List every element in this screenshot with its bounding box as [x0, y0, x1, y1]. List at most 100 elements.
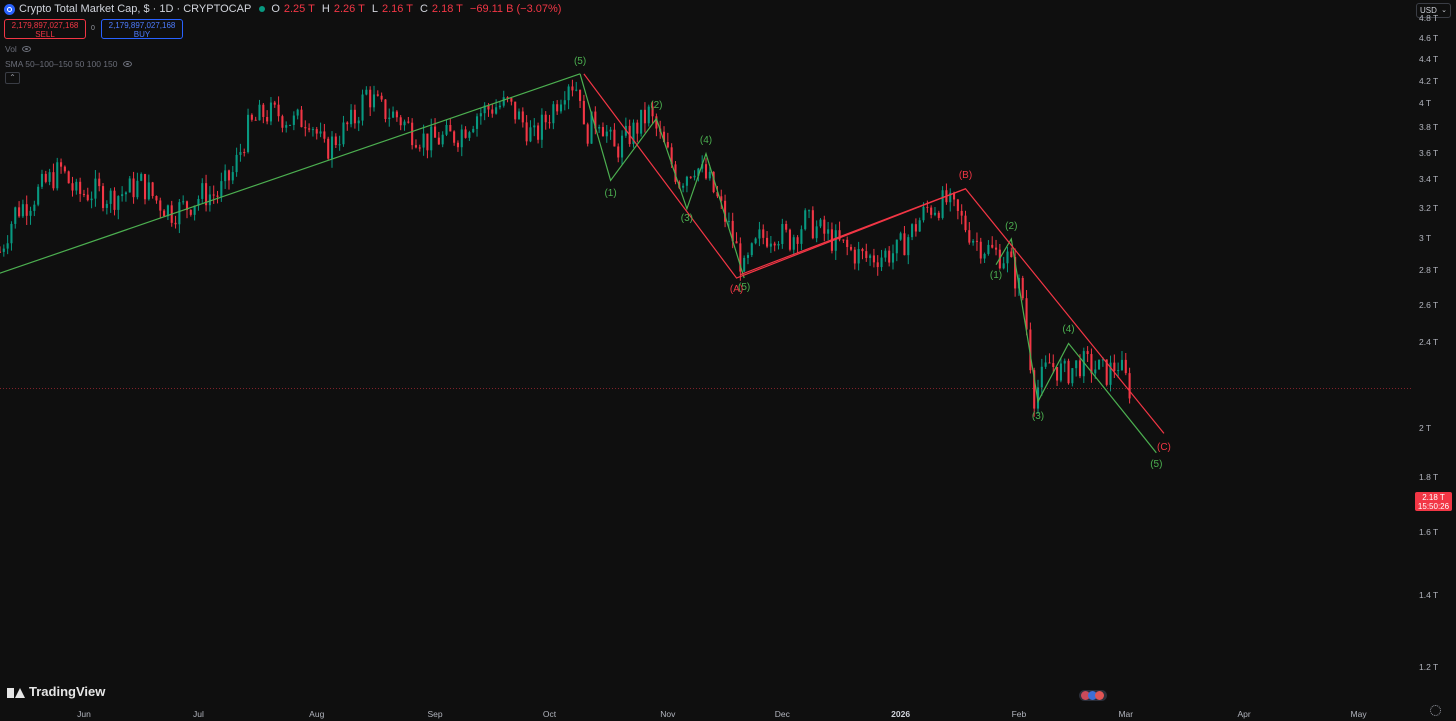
- candle-body: [552, 104, 555, 124]
- price-axis-label: 4.2 T: [1419, 75, 1439, 86]
- green-wave-label[interactable]: (1): [989, 270, 1003, 282]
- price-axis-label: 2.4 T: [1419, 337, 1439, 348]
- candle-body: [472, 128, 475, 133]
- candle-body: [113, 190, 116, 210]
- candle-body: [1063, 360, 1066, 364]
- candle-body: [785, 223, 788, 230]
- candle-body: [1082, 351, 1085, 377]
- candle-body: [662, 131, 666, 143]
- symbol-title[interactable]: Crypto Total Market Cap, $ · 1D · CRYPTO…: [19, 3, 252, 15]
- candle-body: [956, 199, 959, 211]
- candle-body: [342, 122, 345, 145]
- candle-body: [685, 176, 688, 186]
- candle-body: [907, 237, 910, 256]
- price-axis-label: 1.2 T: [1419, 661, 1439, 672]
- candle-body: [296, 109, 299, 116]
- red-wave-label[interactable]: (C): [1156, 441, 1171, 453]
- candle-body: [605, 131, 608, 137]
- green-wave-label[interactable]: (3): [680, 213, 694, 225]
- gear-icon[interactable]: [1430, 705, 1441, 716]
- candle-body: [163, 210, 166, 217]
- sell-button[interactable]: 2,179,897,027,168 SELL: [4, 19, 86, 39]
- candle-body: [86, 194, 89, 201]
- candle-body: [903, 233, 906, 256]
- green-wave-label[interactable]: (5): [738, 282, 751, 294]
- eye-icon[interactable]: [21, 46, 31, 52]
- candle-body: [743, 257, 746, 272]
- candle-body: [937, 212, 940, 218]
- ohlc-high-key: H: [321, 3, 330, 15]
- volume-indicator[interactable]: Vol: [5, 44, 31, 54]
- collapse-legend-button[interactable]: ⌃: [5, 72, 20, 84]
- red-wave-label[interactable]: (B): [958, 170, 973, 182]
- candle-body: [369, 89, 372, 108]
- candle-body: [411, 122, 414, 146]
- candle-body: [613, 129, 616, 147]
- candle-body: [571, 86, 574, 91]
- candle-body: [827, 229, 830, 234]
- eye-icon[interactable]: [122, 61, 132, 67]
- tradingview-logo-icon: [7, 686, 25, 698]
- candle-body: [159, 200, 162, 211]
- candle-body: [884, 250, 887, 258]
- buy-button[interactable]: 2,179,897,027,168 BUY: [101, 19, 183, 39]
- candle-body: [21, 204, 24, 217]
- candle-body: [258, 104, 261, 121]
- candle-body: [357, 120, 360, 124]
- brand-name: TradingView: [29, 684, 106, 699]
- candle-body: [372, 94, 376, 108]
- green-wave-label[interactable]: (2): [650, 99, 663, 111]
- price-axis-label: 2.8 T: [1419, 265, 1439, 276]
- red-wave-label[interactable]: (A): [729, 284, 744, 296]
- green-wave-label[interactable]: (5): [1150, 459, 1163, 471]
- candle-body: [533, 125, 536, 128]
- candle-body: [724, 200, 727, 222]
- candle-body: [598, 127, 601, 129]
- candle-body: [14, 207, 17, 224]
- candle-body: [720, 196, 723, 201]
- currency-select[interactable]: USD ⌄: [1416, 3, 1451, 18]
- candle-body: [189, 209, 192, 215]
- candle-body: [48, 172, 51, 182]
- green-wave-label[interactable]: (2): [1005, 220, 1018, 232]
- candle-body: [933, 212, 937, 215]
- candle-body: [388, 117, 391, 120]
- candle-body: [361, 94, 364, 121]
- candle-body: [205, 183, 208, 206]
- green-wave-label[interactable]: (4): [1062, 323, 1075, 335]
- ohlc-close-value: 2.18 T: [431, 3, 463, 15]
- candle-body: [75, 181, 78, 191]
- candle-body: [67, 171, 70, 184]
- candle-body: [735, 241, 738, 244]
- price-axis-label: 1.6 T: [1419, 527, 1439, 538]
- candle-body: [666, 142, 669, 148]
- candle-body: [56, 162, 59, 189]
- candle-body: [247, 114, 250, 153]
- candle-body: [510, 98, 513, 102]
- green-wave-label[interactable]: (3): [1031, 411, 1045, 423]
- candle-body: [426, 133, 429, 151]
- candle-body: [399, 117, 402, 126]
- candle-body: [201, 183, 204, 199]
- candle-body: [418, 147, 421, 149]
- symbol-legend[interactable]: Crypto Total Market Cap, $ · 1D · CRYPTO…: [4, 3, 564, 15]
- candle-body: [182, 201, 185, 203]
- green-wave-label[interactable]: (1): [604, 188, 617, 200]
- event-flag-icon: [1088, 691, 1097, 700]
- candle-body: [876, 262, 879, 268]
- economic-events-indicator[interactable]: [1079, 690, 1107, 701]
- candle-body: [2, 248, 5, 252]
- candle-body: [365, 89, 368, 95]
- price-axis-label: 3 T: [1419, 233, 1432, 243]
- candle-body: [0, 251, 2, 253]
- candle-body: [71, 183, 74, 191]
- event-flag-icon: [1081, 691, 1090, 700]
- green-wave-label[interactable]: (4): [699, 134, 713, 146]
- price-axis-label: 4.4 T: [1419, 53, 1439, 64]
- candle-body: [105, 203, 108, 208]
- sma-indicator[interactable]: SMA 50–100–150 50 100 150: [5, 59, 132, 69]
- tradingview-logo[interactable]: TradingView: [7, 684, 105, 699]
- green-wave-label[interactable]: (5): [573, 55, 587, 67]
- time-axis-label: Jun: [77, 709, 91, 719]
